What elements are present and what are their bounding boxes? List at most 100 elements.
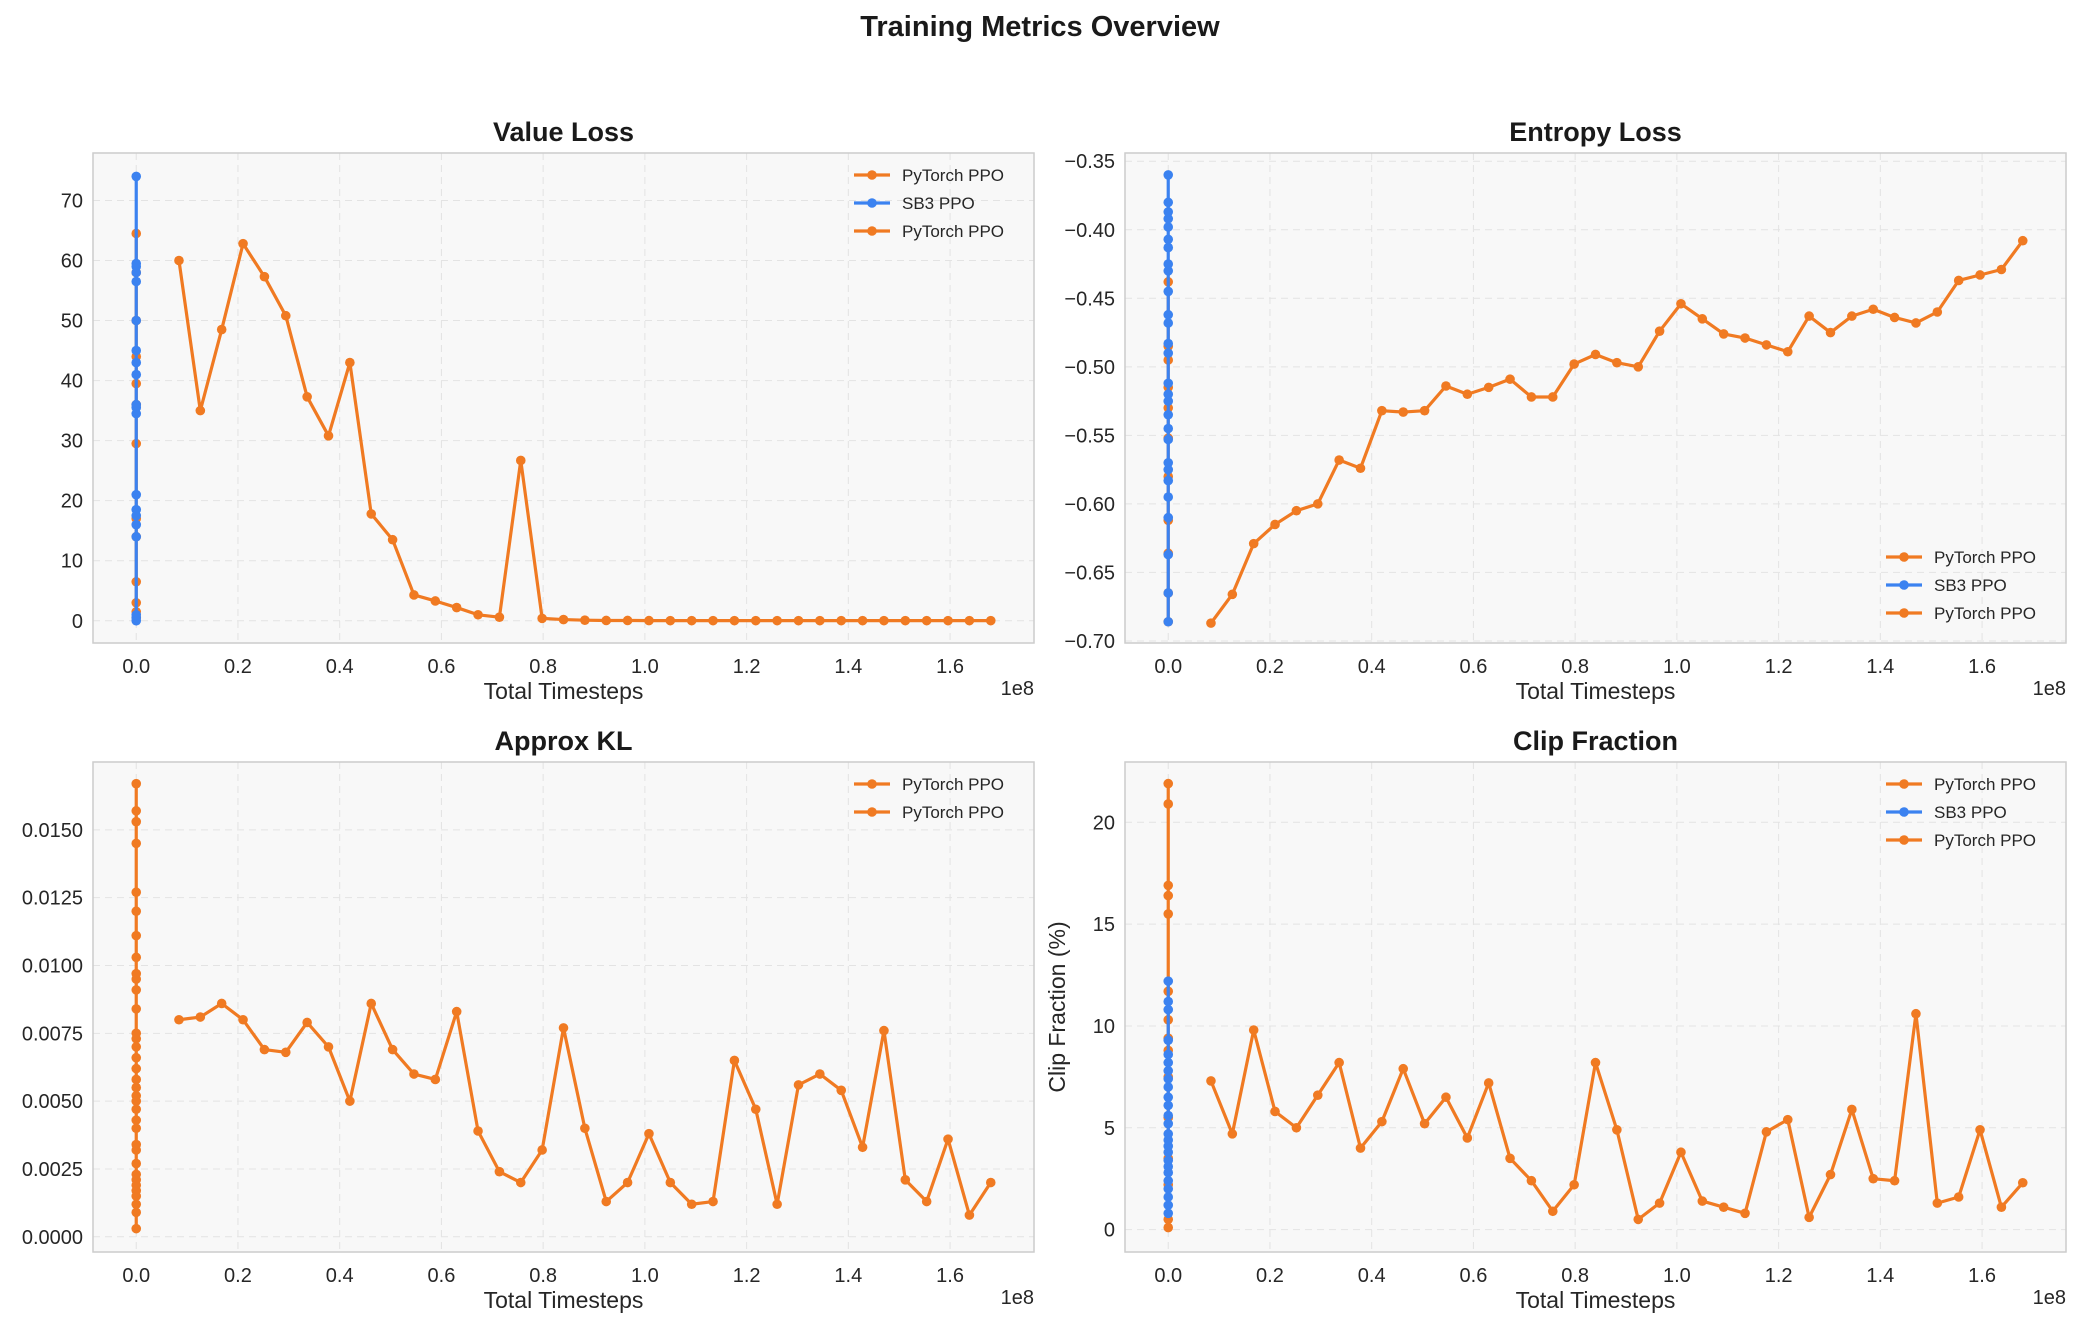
data-point-entropy-loss-1 — [1163, 434, 1174, 445]
data-point-entropy-loss-2 — [1761, 340, 1772, 350]
data-point-clip-fraction-2 — [1206, 1076, 1216, 1086]
x-tick-label-value-loss: 0.6 — [428, 656, 456, 678]
legend-marker-value-loss-0 — [867, 170, 877, 180]
data-point-clip-fraction-2 — [1547, 1206, 1558, 1217]
data-point-clip-fraction-1 — [1163, 1208, 1174, 1219]
data-point-clip-fraction-2 — [1889, 1175, 1900, 1186]
data-point-entropy-loss-1 — [1163, 309, 1174, 320]
data-point-approx-kl-1 — [345, 1096, 355, 1106]
data-point-clip-fraction-1 — [1163, 1110, 1174, 1121]
x-tick-label-approx-kl: 0.8 — [529, 1265, 557, 1287]
plot-area-value-loss — [93, 153, 1034, 643]
data-point-value-loss-2 — [494, 612, 505, 622]
data-point-value-loss-2 — [772, 615, 782, 626]
data-point-clip-fraction-0 — [1163, 799, 1174, 809]
data-point-approx-kl-1 — [515, 1177, 526, 1188]
y-tick-label-value-loss: 40 — [61, 371, 83, 393]
data-point-value-loss-2 — [174, 255, 184, 266]
legend-label-value-loss-0: PyTorch PPO — [902, 166, 1004, 185]
legend-label-value-loss-1: SB3 PPO — [902, 194, 975, 213]
data-point-clip-fraction-2 — [1932, 1198, 1943, 1208]
data-point-entropy-loss-2 — [1825, 327, 1836, 338]
data-point-entropy-loss-1 — [1163, 512, 1174, 523]
x-tick-label-entropy-loss: 1.6 — [1968, 656, 1996, 678]
data-point-entropy-loss-1 — [1163, 197, 1174, 208]
data-point-approx-kl-0 — [131, 968, 142, 979]
data-point-entropy-loss-2 — [1975, 270, 1985, 280]
data-point-value-loss-2 — [515, 455, 526, 466]
data-point-clip-fraction-1 — [1163, 1184, 1174, 1194]
data-point-value-loss-1 — [131, 531, 142, 542]
data-point-approx-kl-1 — [750, 1104, 761, 1115]
data-point-entropy-loss-2 — [1654, 326, 1665, 336]
data-point-value-loss-1 — [131, 276, 142, 287]
data-point-clip-fraction-1 — [1163, 1035, 1174, 1045]
data-point-clip-fraction-2 — [1462, 1133, 1473, 1143]
data-point-approx-kl-1 — [302, 1017, 312, 1028]
x-tick-label-approx-kl: 1.6 — [936, 1265, 964, 1287]
x-tick-label-approx-kl: 0.4 — [326, 1265, 354, 1287]
data-point-approx-kl-1 — [686, 1199, 697, 1210]
data-point-clip-fraction-1 — [1163, 976, 1174, 986]
data-point-approx-kl-1 — [494, 1166, 505, 1177]
data-point-value-loss-2 — [195, 405, 206, 416]
data-point-clip-fraction-2 — [1270, 1106, 1280, 1117]
data-point-value-loss-1 — [131, 345, 142, 356]
data-point-entropy-loss-1 — [1163, 348, 1174, 358]
data-point-approx-kl-1 — [985, 1177, 996, 1188]
data-point-entropy-loss-1 — [1163, 207, 1174, 217]
data-point-value-loss-1 — [131, 357, 142, 368]
data-point-approx-kl-1 — [537, 1145, 547, 1155]
data-point-clip-fraction-1 — [1163, 1200, 1174, 1210]
x-tick-label-approx-kl: 1.0 — [631, 1265, 659, 1287]
data-point-entropy-loss-2 — [1526, 392, 1537, 402]
data-point-value-loss-2 — [686, 615, 697, 626]
data-point-value-loss-2 — [836, 615, 847, 626]
y-tick-label-entropy-loss: −0.70 — [1064, 631, 1115, 653]
data-point-entropy-loss-1 — [1163, 492, 1174, 502]
data-point-value-loss-2 — [558, 614, 569, 625]
data-point-clip-fraction-2 — [1227, 1129, 1238, 1139]
data-point-entropy-loss-1 — [1163, 616, 1174, 627]
data-point-value-loss-1 — [131, 171, 142, 182]
y-tick-label-entropy-loss: −0.65 — [1064, 562, 1115, 584]
data-point-entropy-loss-1 — [1163, 242, 1174, 253]
data-point-clip-fraction-2 — [1654, 1198, 1665, 1208]
x-tick-label-value-loss: 1.2 — [733, 656, 761, 678]
data-point-value-loss-2 — [708, 615, 718, 626]
data-point-entropy-loss-2 — [1889, 312, 1900, 323]
data-point-clip-fraction-2 — [1676, 1147, 1686, 1158]
data-point-entropy-loss-2 — [1419, 405, 1430, 416]
data-point-approx-kl-0 — [131, 1207, 142, 1218]
x-tick-label-clip-fraction: 0.0 — [1154, 1265, 1182, 1287]
x-tick-label-entropy-loss: 1.0 — [1663, 656, 1691, 678]
data-point-entropy-loss-2 — [1334, 455, 1344, 465]
x-axis-label-value-loss: Total Timesteps — [484, 678, 644, 704]
data-point-approx-kl-0 — [131, 1090, 142, 1101]
plot-frame-clip-fraction — [1124, 761, 2067, 1253]
data-point-value-loss-2 — [409, 590, 419, 600]
data-point-approx-kl-1 — [879, 1025, 889, 1036]
data-point-clip-fraction-2 — [1590, 1057, 1601, 1068]
x-tick-label-clip-fraction: 0.6 — [1460, 1265, 1488, 1287]
x-tick-label-approx-kl: 1.4 — [834, 1265, 862, 1287]
data-point-clip-fraction-1 — [1163, 1155, 1174, 1166]
x-tick-label-value-loss: 0.4 — [326, 656, 354, 678]
plot-frame-approx-kl — [92, 761, 1035, 1253]
data-point-clip-fraction-2 — [1483, 1078, 1494, 1088]
data-point-value-loss-2 — [601, 615, 612, 626]
data-point-value-loss-2 — [580, 615, 590, 625]
legend-label-approx-kl-0: PyTorch PPO — [902, 775, 1004, 794]
data-point-value-loss-2 — [644, 615, 654, 626]
data-point-approx-kl-0 — [131, 1063, 142, 1074]
data-point-value-loss-2 — [537, 613, 547, 624]
data-point-clip-fraction-2 — [1505, 1153, 1515, 1164]
data-point-entropy-loss-2 — [1612, 357, 1622, 368]
data-point-approx-kl-1 — [793, 1080, 804, 1090]
x-tick-label-value-loss: 0.8 — [529, 656, 557, 678]
data-point-clip-fraction-1 — [1163, 1074, 1174, 1084]
data-point-approx-kl-0 — [131, 838, 142, 849]
data-point-approx-kl-1 — [195, 1012, 206, 1022]
data-point-entropy-loss-2 — [1868, 304, 1879, 315]
data-point-clip-fraction-2 — [1526, 1175, 1537, 1186]
